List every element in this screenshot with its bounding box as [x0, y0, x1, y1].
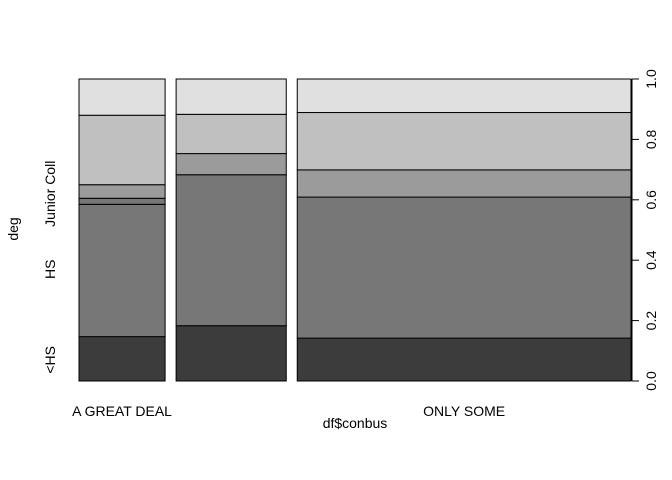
y-level-label: HS — [42, 260, 58, 279]
spine-segment — [175, 78, 287, 115]
x-category-label: ONLY SOME — [423, 403, 505, 419]
bars-group — [78, 78, 632, 382]
y-level-label: <HS — [42, 346, 58, 374]
spine-segment — [175, 153, 287, 176]
y-tick-label: 0.2 — [643, 311, 659, 331]
y-tick-label: 0.6 — [643, 190, 659, 210]
spine-segment — [175, 325, 287, 382]
spine-segment — [175, 113, 287, 155]
left-axis-labels: <HS HS Junior Coll — [42, 161, 58, 374]
x-category-label: A GREAT DEAL — [72, 403, 172, 419]
x-axis-title: df$conbus — [323, 415, 388, 431]
spine-segment — [78, 203, 166, 338]
spine-segment — [296, 112, 632, 171]
spine-segment — [296, 337, 632, 382]
spine-segment — [296, 78, 632, 114]
spine-segment — [175, 174, 287, 327]
spine-segment — [78, 336, 166, 382]
spine-segment — [78, 114, 166, 186]
spine-segment — [296, 196, 632, 339]
spine-segment — [78, 184, 166, 199]
x-category-labels: A GREAT DEAL ONLY SOME — [72, 403, 505, 419]
spine-segment — [78, 197, 166, 205]
y-tick-label: 0.0 — [643, 371, 659, 391]
spine-segment — [296, 169, 632, 198]
y-tick-label: 1.0 — [643, 69, 659, 89]
y-tick-label: 0.4 — [643, 250, 659, 270]
y-axis-title: deg — [5, 217, 21, 240]
spine-segment — [78, 78, 166, 116]
right-axis: 0.0 0.2 0.4 0.6 0.8 1.0 — [631, 69, 659, 391]
y-level-label: Junior Coll — [42, 161, 58, 227]
y-tick-label: 0.8 — [643, 129, 659, 149]
